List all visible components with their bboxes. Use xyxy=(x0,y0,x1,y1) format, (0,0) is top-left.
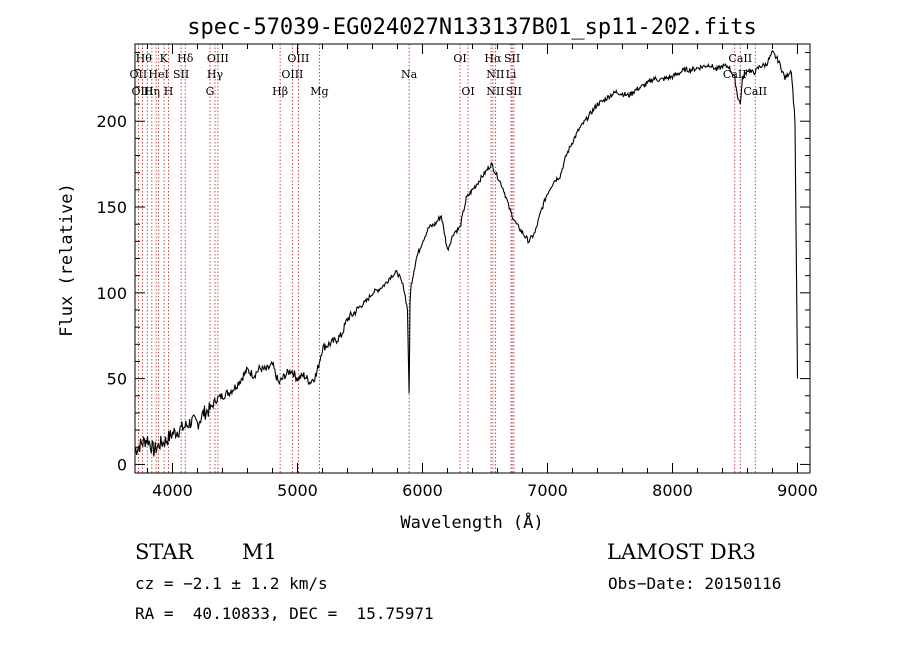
spectral-line-label: Hγ xyxy=(207,68,224,81)
x-tick-label: 6000 xyxy=(402,481,443,500)
x-tick-label: 9000 xyxy=(777,481,818,500)
spectral-line-label: H xyxy=(164,85,174,98)
x-tick-label: 5000 xyxy=(277,481,318,500)
spectral-line-label: OIII xyxy=(207,52,229,65)
spectral-line-label: OI xyxy=(461,85,474,98)
y-tick-label: 0 xyxy=(117,455,127,474)
spectral-line-label: Mg xyxy=(310,85,328,98)
spectral-line-label: Hβ xyxy=(272,85,288,98)
x-tick-label: 4000 xyxy=(152,481,193,500)
x-tick-label: 8000 xyxy=(652,481,693,500)
spectral-line-label: CaII xyxy=(743,85,767,98)
y-tick-label: 100 xyxy=(96,284,127,303)
spectral-line-label: HeI xyxy=(148,68,168,81)
spectral-line-label: OII xyxy=(130,68,148,81)
spectral-line-label: OIII xyxy=(287,52,309,65)
chart-title: spec-57039-EG024027N133137B01_sp11-202.f… xyxy=(187,15,757,40)
spectral-line-label: Hδ xyxy=(177,52,194,65)
observation-date: Obs−Date: 20150116 xyxy=(608,574,782,593)
plot-frame xyxy=(134,43,811,474)
axis-ticks: 4000 5000 6000 7000 8000 9000 0 50 100 150 200 xyxy=(96,44,818,500)
spectral-line-label: CaII xyxy=(723,68,747,81)
spectral-line-label: OIII xyxy=(131,85,153,98)
spectral-line-label: Na xyxy=(401,68,418,81)
object-class: STAR xyxy=(135,540,194,564)
spectral-line-label: Hθ xyxy=(136,52,153,65)
y-tick-label: 200 xyxy=(96,112,127,131)
spectral-line-label: K xyxy=(160,52,169,65)
spectral-line-label: Li xyxy=(506,68,517,81)
spectral-line-label: Hη xyxy=(144,85,160,98)
flux-series-line xyxy=(134,49,799,457)
spectral-line-label: OI xyxy=(453,52,466,65)
spectral-line-label: NII xyxy=(486,68,504,81)
spectral-line-label: CaII xyxy=(728,52,752,65)
redshift-velocity: cz = −2.1 ± 1.2 km/s xyxy=(135,574,328,593)
survey-name: LAMOST DR3 xyxy=(607,540,756,564)
object-subclass: M1 xyxy=(242,540,277,564)
spectral-line-label: SII xyxy=(173,68,189,81)
spectral-line-label: NII xyxy=(486,85,504,98)
spectral-line-label: SII xyxy=(506,85,522,98)
spectral-line-markers xyxy=(137,44,756,473)
x-tick-label: 7000 xyxy=(527,481,568,500)
y-tick-label: 150 xyxy=(96,198,127,217)
coordinates: RA = 40.10833, DEC = 15.75971 xyxy=(135,604,434,623)
y-axis-label: Flux (relative) xyxy=(57,183,77,337)
spectral-line-label: Hα xyxy=(484,52,502,65)
spectral-line-label: OIII xyxy=(281,68,303,81)
y-tick-label: 50 xyxy=(107,370,127,389)
spectral-line-label: G xyxy=(206,85,215,98)
x-axis-label: Wavelength (Å) xyxy=(400,511,543,533)
spectral-line-label: SII xyxy=(504,52,520,65)
